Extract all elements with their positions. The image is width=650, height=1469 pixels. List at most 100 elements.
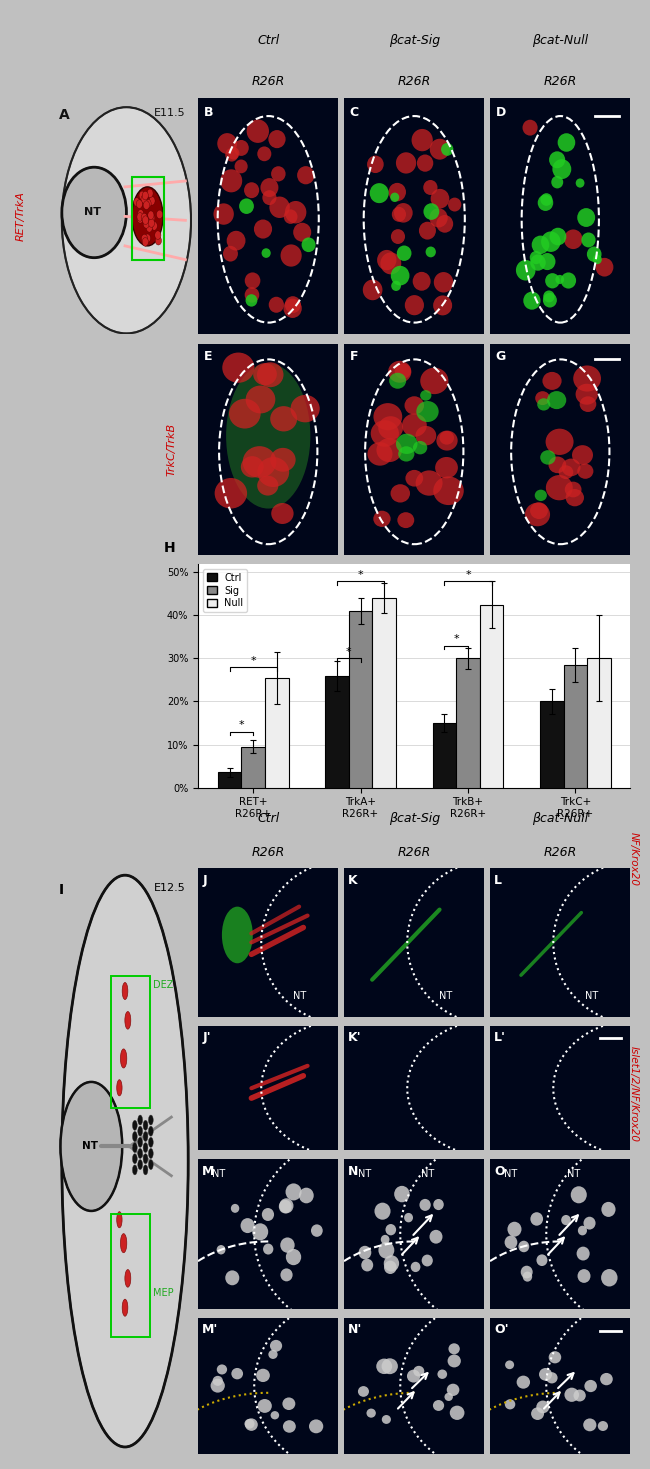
Text: R26R: R26R xyxy=(543,75,577,88)
Circle shape xyxy=(235,160,248,173)
Circle shape xyxy=(384,1260,396,1274)
Text: NT: NT xyxy=(84,207,101,217)
Text: NT: NT xyxy=(421,1169,435,1180)
Circle shape xyxy=(137,214,144,223)
Bar xyxy=(456,658,480,787)
Circle shape xyxy=(558,466,573,479)
Circle shape xyxy=(540,450,556,464)
Circle shape xyxy=(246,119,269,142)
Circle shape xyxy=(281,244,302,267)
Circle shape xyxy=(268,131,285,148)
Circle shape xyxy=(576,178,584,188)
Circle shape xyxy=(271,166,285,182)
Circle shape xyxy=(402,414,427,436)
Circle shape xyxy=(595,259,614,276)
Circle shape xyxy=(138,210,144,219)
Circle shape xyxy=(411,129,433,151)
Circle shape xyxy=(138,1159,142,1169)
Bar xyxy=(564,665,587,787)
Bar xyxy=(372,598,396,787)
Circle shape xyxy=(138,212,145,220)
Text: NT: NT xyxy=(82,1141,98,1152)
Circle shape xyxy=(149,197,155,206)
Circle shape xyxy=(134,198,140,207)
Circle shape xyxy=(143,1143,148,1153)
Text: L': L' xyxy=(494,1031,506,1044)
Circle shape xyxy=(505,1398,515,1409)
Circle shape xyxy=(419,1199,431,1210)
Circle shape xyxy=(525,502,550,526)
Text: Ctrl: Ctrl xyxy=(257,812,280,826)
Circle shape xyxy=(216,1246,226,1255)
Text: B: B xyxy=(203,106,213,119)
Circle shape xyxy=(434,272,453,292)
Circle shape xyxy=(148,1159,153,1169)
Circle shape xyxy=(573,366,601,392)
Circle shape xyxy=(396,245,411,261)
Circle shape xyxy=(285,201,306,223)
Circle shape xyxy=(60,1081,122,1210)
Circle shape xyxy=(145,200,151,209)
Text: βcat-Sig: βcat-Sig xyxy=(389,34,440,47)
Text: C: C xyxy=(350,106,359,119)
Circle shape xyxy=(246,385,276,413)
Circle shape xyxy=(450,1406,465,1421)
Circle shape xyxy=(404,1213,413,1222)
Circle shape xyxy=(257,1398,272,1413)
Circle shape xyxy=(430,190,449,209)
Text: D: D xyxy=(496,106,506,119)
Circle shape xyxy=(536,1400,549,1413)
Circle shape xyxy=(257,363,283,388)
Circle shape xyxy=(220,169,242,192)
Circle shape xyxy=(505,1360,514,1369)
Circle shape xyxy=(268,1350,278,1359)
Circle shape xyxy=(367,1409,376,1418)
Circle shape xyxy=(143,219,150,228)
Text: DEZ: DEZ xyxy=(153,980,174,990)
Circle shape xyxy=(539,1368,552,1381)
Text: R26R: R26R xyxy=(543,846,577,859)
Ellipse shape xyxy=(125,1012,131,1030)
Circle shape xyxy=(543,372,562,389)
Circle shape xyxy=(143,1131,148,1141)
Circle shape xyxy=(389,182,406,201)
Text: R26R: R26R xyxy=(398,75,431,88)
Circle shape xyxy=(601,1269,618,1287)
Circle shape xyxy=(389,373,406,389)
Circle shape xyxy=(538,194,553,212)
Circle shape xyxy=(447,1384,460,1396)
Circle shape xyxy=(583,1419,597,1431)
Circle shape xyxy=(257,147,271,162)
Circle shape xyxy=(279,1200,292,1213)
Circle shape xyxy=(282,1397,295,1410)
Circle shape xyxy=(396,153,416,173)
Bar xyxy=(480,605,503,787)
Circle shape xyxy=(155,231,161,239)
Circle shape xyxy=(535,391,550,405)
Circle shape xyxy=(530,254,546,270)
Circle shape xyxy=(149,213,155,222)
Circle shape xyxy=(240,1218,255,1232)
Circle shape xyxy=(270,1412,279,1419)
Circle shape xyxy=(148,212,154,219)
Circle shape xyxy=(565,482,582,498)
Circle shape xyxy=(214,477,247,508)
Circle shape xyxy=(530,1212,543,1225)
Circle shape xyxy=(415,470,443,495)
Bar xyxy=(265,677,289,787)
Circle shape xyxy=(142,191,148,200)
Bar xyxy=(111,977,150,1108)
Circle shape xyxy=(245,1419,258,1431)
Circle shape xyxy=(146,223,152,232)
Circle shape xyxy=(280,1268,292,1281)
Circle shape xyxy=(381,1235,389,1244)
Circle shape xyxy=(587,247,601,261)
Text: I: I xyxy=(59,883,64,896)
Circle shape xyxy=(151,222,157,231)
Bar xyxy=(349,611,372,787)
Text: Ctrl: Ctrl xyxy=(257,34,280,47)
Circle shape xyxy=(374,1203,391,1219)
Circle shape xyxy=(448,1343,460,1354)
Circle shape xyxy=(385,1224,396,1235)
Circle shape xyxy=(147,190,153,198)
